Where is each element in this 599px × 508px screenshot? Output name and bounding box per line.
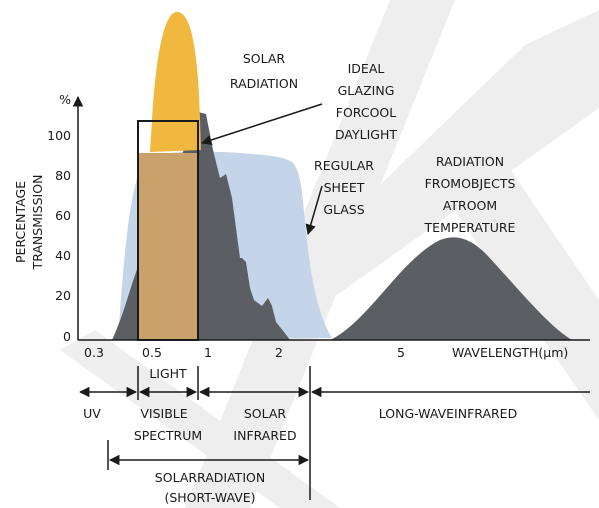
svg-text:SOLARRADIATION: SOLARRADIATION	[155, 470, 265, 485]
y-tick-labels: % 100 80 60 40 20 0	[47, 92, 71, 344]
svg-text:GLAZING: GLAZING	[338, 83, 395, 98]
ideal-glazing-fill	[138, 153, 198, 340]
solar-infrared-band-label: SOLAR INFRARED	[233, 406, 296, 443]
svg-text:ATROOM: ATROOM	[443, 198, 497, 213]
ideal-glazing-pointer	[201, 103, 323, 146]
band-dividers	[107, 366, 311, 500]
svg-text:FROMOBJECTS: FROMOBJECTS	[425, 176, 516, 191]
y-tick-100: 100	[47, 128, 71, 143]
x-tick-labels: 0.3 0.5 1 2 5	[84, 345, 405, 360]
room-temperature-label: RADIATION FROMOBJECTS ATROOM TEMPERATURE	[424, 154, 516, 235]
long-wave-band-label: LONG-WAVEINFRARED	[379, 406, 517, 421]
y-tick-0: 0	[63, 329, 71, 344]
svg-text:SOLAR: SOLAR	[244, 406, 287, 421]
svg-text:SOLAR: SOLAR	[243, 51, 286, 66]
solar-radiation-label: SOLAR RADIATION	[230, 51, 298, 91]
svg-text:RADIATION: RADIATION	[230, 76, 298, 91]
solar-radiation-area	[150, 11, 201, 153]
y-axis-title-line1: PERCENTAGE	[13, 181, 28, 263]
y-tick-unit: %	[59, 92, 71, 107]
y-axis-title-line2: TRANSMISSION	[30, 175, 45, 271]
light-band-label: LIGHT	[149, 366, 187, 381]
x-tick-2: 2	[275, 345, 283, 360]
x-tick-0-3: 0.3	[84, 345, 104, 360]
svg-text:GLASS: GLASS	[323, 202, 364, 217]
y-tick-20: 20	[55, 288, 71, 303]
y-tick-60: 60	[55, 208, 71, 223]
y-tick-40: 40	[55, 248, 71, 263]
x-tick-5: 5	[397, 345, 405, 360]
band-arrows	[78, 386, 590, 466]
ideal-glazing-label: IDEAL GLAZING FORCOOL DAYLIGHT	[335, 61, 397, 142]
x-axis-label: WAVELENGTH(µm)	[452, 345, 568, 360]
room-temperature-radiation-area	[330, 237, 572, 340]
svg-text:INFRARED: INFRARED	[233, 428, 296, 443]
x-tick-0-5: 0.5	[142, 345, 162, 360]
svg-text:REGULAR: REGULAR	[314, 158, 374, 173]
svg-text:VISIBLE: VISIBLE	[140, 406, 187, 421]
solar-short-wave-band-label: SOLARRADIATION (SHORT-WAVE)	[155, 470, 265, 505]
svg-text:TEMPERATURE: TEMPERATURE	[424, 220, 516, 235]
svg-text:FORCOOL: FORCOOL	[336, 105, 396, 120]
uv-band-label: UV	[83, 406, 101, 421]
x-tick-1: 1	[204, 345, 212, 360]
svg-text:SHEET: SHEET	[324, 180, 365, 195]
y-tick-80: 80	[55, 168, 71, 183]
svg-text:IDEAL: IDEAL	[348, 61, 385, 76]
y-axis-title: PERCENTAGE TRANSMISSION	[13, 175, 45, 271]
svg-text:(SHORT-WAVE): (SHORT-WAVE)	[164, 490, 255, 505]
svg-text:RADIATION: RADIATION	[436, 154, 504, 169]
regular-glass-label: REGULAR SHEET GLASS	[314, 158, 374, 217]
regular-glass-pointer	[305, 185, 323, 236]
svg-text:SPECTRUM: SPECTRUM	[134, 428, 202, 443]
visible-band-label: VISIBLE SPECTRUM	[134, 406, 202, 443]
svg-text:DAYLIGHT: DAYLIGHT	[335, 127, 397, 142]
